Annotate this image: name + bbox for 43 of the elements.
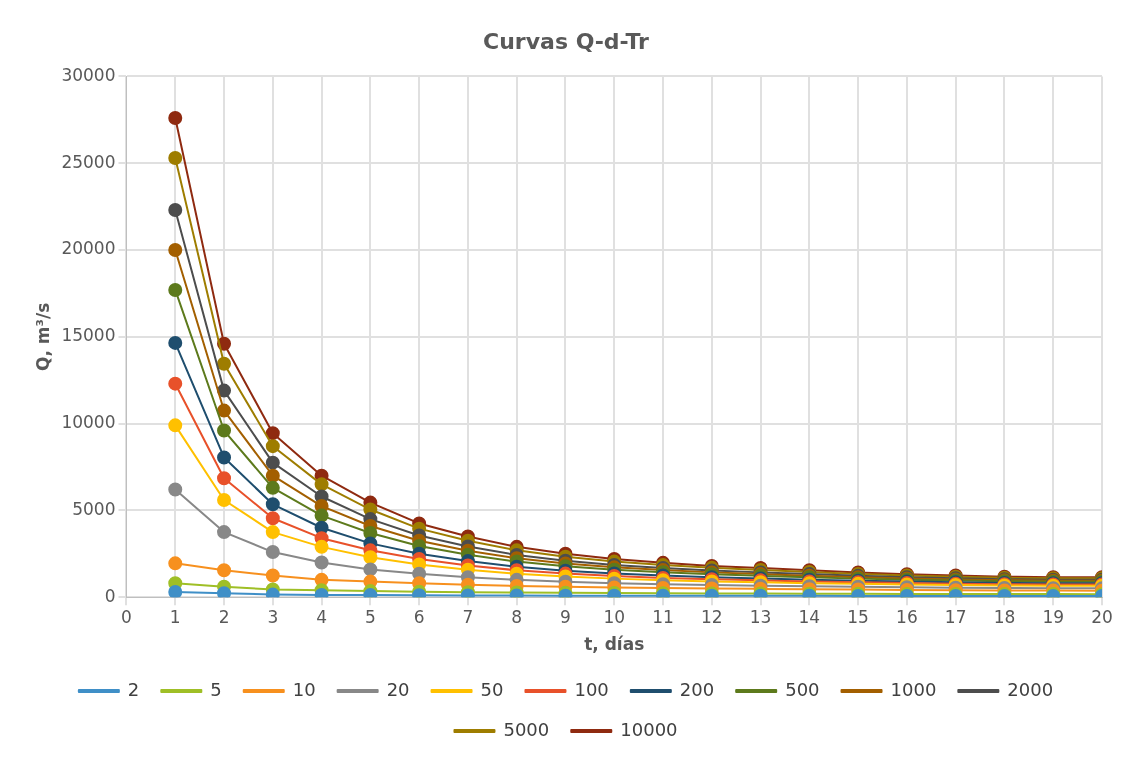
x-tick-label: 19 [1042,606,1065,627]
x-tick-label: 15 [847,606,869,627]
x-tick-label: 2 [218,606,230,627]
x-tick-label: 14 [798,606,821,627]
legend-label: 2 [127,678,140,700]
legend-label: 50 [480,678,504,700]
x-tick-label: 4 [316,606,327,627]
x-axis-title: t, días [584,634,645,655]
y-tick-label: 5000 [72,498,116,519]
legend-label: 5 [210,678,222,700]
y-tick-label: 0 [104,585,116,606]
x-tick-label: 10 [603,606,626,627]
y-tick-label: 20000 [61,238,116,259]
x-tick-label: 18 [993,606,1016,627]
legend-label: 2000 [1007,678,1054,700]
legend-label: 20 [386,678,410,700]
y-tick-label: 25000 [61,151,116,172]
legend-label: 10000 [620,718,678,740]
x-tick-label: 9 [560,606,571,627]
legend-label: 500 [785,678,820,700]
x-tick-label: 13 [749,606,772,627]
x-tick-label: 6 [413,606,425,627]
y-axis-title: Q, m³/s [32,302,53,371]
x-tick-label: 12 [700,606,723,627]
x-tick-label: 17 [944,606,967,627]
x-tick-label: 1 [169,606,181,627]
x-tick-label: 3 [267,606,279,627]
x-tick-label: 11 [652,606,674,627]
y-tick-label: 15000 [61,325,116,346]
legend-label: 5000 [503,718,550,740]
x-tick-label: 20 [1091,606,1113,627]
x-tick-label: 8 [511,606,523,627]
x-tick-label: 5 [364,606,376,627]
y-tick-label: 30000 [61,64,116,85]
legend-label: 100 [574,678,609,700]
x-tick-label: 7 [462,606,474,627]
legend-label: 1000 [890,678,937,700]
x-tick-label: 0 [121,606,132,627]
legend-label: 10 [292,678,316,700]
legend-label: 200 [679,678,715,700]
chart-title: Curvas Q-d-Tr [483,28,650,54]
x-tick-label: 16 [896,606,918,627]
y-tick-label: 10000 [61,412,116,433]
